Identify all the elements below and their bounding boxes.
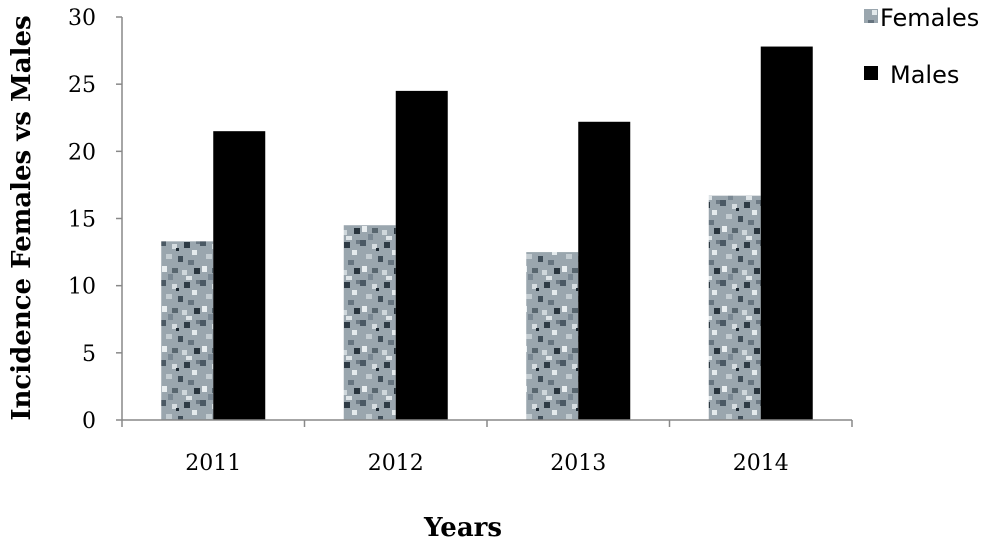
bar-females-2012 xyxy=(343,225,396,420)
y-tick-label: 0 xyxy=(82,409,96,434)
y-tick-label: 20 xyxy=(68,140,96,165)
bar-males-2014 xyxy=(760,46,813,420)
y-tick-label: 25 xyxy=(68,73,96,98)
legend-label-males: Males xyxy=(890,61,959,89)
x-ticks: 2011 2012 2013 2014 xyxy=(121,420,853,476)
legend-swatch-females xyxy=(864,9,878,23)
y-tick-label: 15 xyxy=(68,208,96,233)
bar-females-2014 xyxy=(708,195,761,420)
bar-males-2011 xyxy=(213,131,266,420)
y-tick-label: 10 xyxy=(68,275,96,300)
y-axis-title: Incidence Females vs Males xyxy=(7,15,37,420)
legend-swatch-males xyxy=(864,66,878,80)
x-tick-label: 2011 xyxy=(185,451,241,476)
bar-females-2013 xyxy=(526,252,579,420)
bar-males-2012 xyxy=(395,90,448,420)
legend: Females Males xyxy=(864,4,979,89)
y-tick-label: 5 xyxy=(82,342,96,367)
bar-females-2011 xyxy=(161,241,214,420)
x-tick-label: 2012 xyxy=(368,451,424,476)
legend-label-females: Females xyxy=(880,4,979,32)
x-axis-title: Years xyxy=(423,513,502,543)
y-tick-label: 30 xyxy=(68,6,96,31)
x-tick-label: 2013 xyxy=(550,451,606,476)
x-tick-label: 2014 xyxy=(733,451,789,476)
bars xyxy=(161,46,813,420)
y-ticks: 0 5 10 15 20 25 30 xyxy=(68,6,122,434)
bar-males-2013 xyxy=(578,121,631,420)
